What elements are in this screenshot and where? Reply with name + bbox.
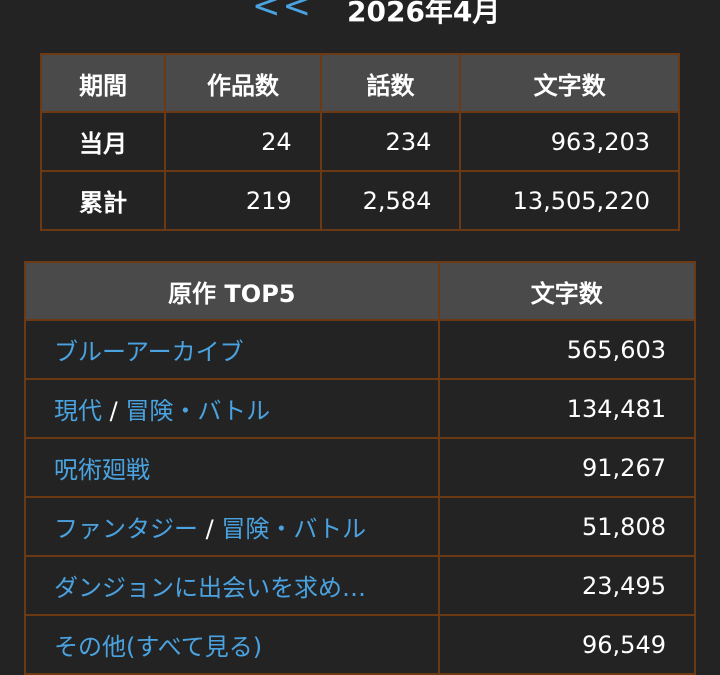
chars-value: 565,603 (437, 319, 697, 380)
month-header: << 2026年4月 (0, 0, 720, 32)
period-label: 当月 (39, 111, 167, 172)
table-row: ファンタジー / 冒険・バトル 51,808 (24, 496, 697, 557)
source-link-danmachi[interactable]: ダンジョンに出会いを求め… (54, 574, 366, 602)
table-row: ブルーアーカイブ 565,603 (24, 319, 697, 380)
col-period: 期間 (39, 53, 167, 113)
source-link-jujutsu-kaisen[interactable]: 呪術廻戦 (54, 456, 150, 484)
month-title: 2026年4月 (347, 0, 501, 28)
col-chars: 文字数 (459, 53, 680, 113)
genre-link-adventure-battle[interactable]: 冒険・バトル (125, 397, 271, 425)
col-chars: 文字数 (437, 261, 697, 321)
chars-value: 23,495 (437, 555, 697, 616)
table-row: ダンジョンに出会いを求め… 23,495 (24, 555, 697, 616)
episodes-count: 2,584 (319, 170, 462, 231)
table-row: 現代 / 冒険・バトル 134,481 (24, 378, 697, 439)
chars-count: 963,203 (459, 111, 680, 172)
summary-table: 期間 作品数 話数 文字数 当月 24 234 963,203 累計 219 2… (39, 53, 680, 231)
works-count: 24 (164, 111, 322, 172)
summary-header-row: 期間 作品数 話数 文字数 (39, 53, 680, 113)
genre-link-fantasy[interactable]: ファンタジー (54, 515, 198, 543)
genre-link-adventure-battle[interactable]: 冒険・バトル (221, 515, 367, 543)
col-source-top5: 原作 TOP5 (24, 261, 440, 321)
chars-count: 13,505,220 (459, 170, 680, 231)
see-all-link[interactable]: その他(すべて見る) (54, 633, 263, 661)
prev-month-link[interactable]: << (252, 0, 313, 26)
top5-header-row: 原作 TOP5 文字数 (24, 261, 697, 321)
genre-link-modern[interactable]: 現代 (54, 397, 102, 425)
col-episodes: 話数 (319, 53, 462, 113)
summary-row-total: 累計 219 2,584 13,505,220 (39, 170, 680, 231)
chars-value: 96,549 (437, 614, 697, 675)
summary-row-current: 当月 24 234 963,203 (39, 111, 680, 172)
separator: / (102, 397, 126, 425)
chars-value: 91,267 (437, 437, 697, 498)
source-link-blue-archive[interactable]: ブルーアーカイブ (54, 338, 244, 366)
top5-table: 原作 TOP5 文字数 ブルーアーカイブ 565,603 現代 / 冒険・バトル… (24, 261, 697, 675)
episodes-count: 234 (319, 111, 462, 172)
table-row: 呪術廻戦 91,267 (24, 437, 697, 498)
chars-value: 134,481 (437, 378, 697, 439)
chars-value: 51,808 (437, 496, 697, 557)
table-row: その他(すべて見る) 96,549 (24, 614, 697, 675)
works-count: 219 (164, 170, 322, 231)
period-label: 累計 (39, 170, 167, 231)
col-works: 作品数 (164, 53, 322, 113)
separator: / (198, 515, 222, 543)
